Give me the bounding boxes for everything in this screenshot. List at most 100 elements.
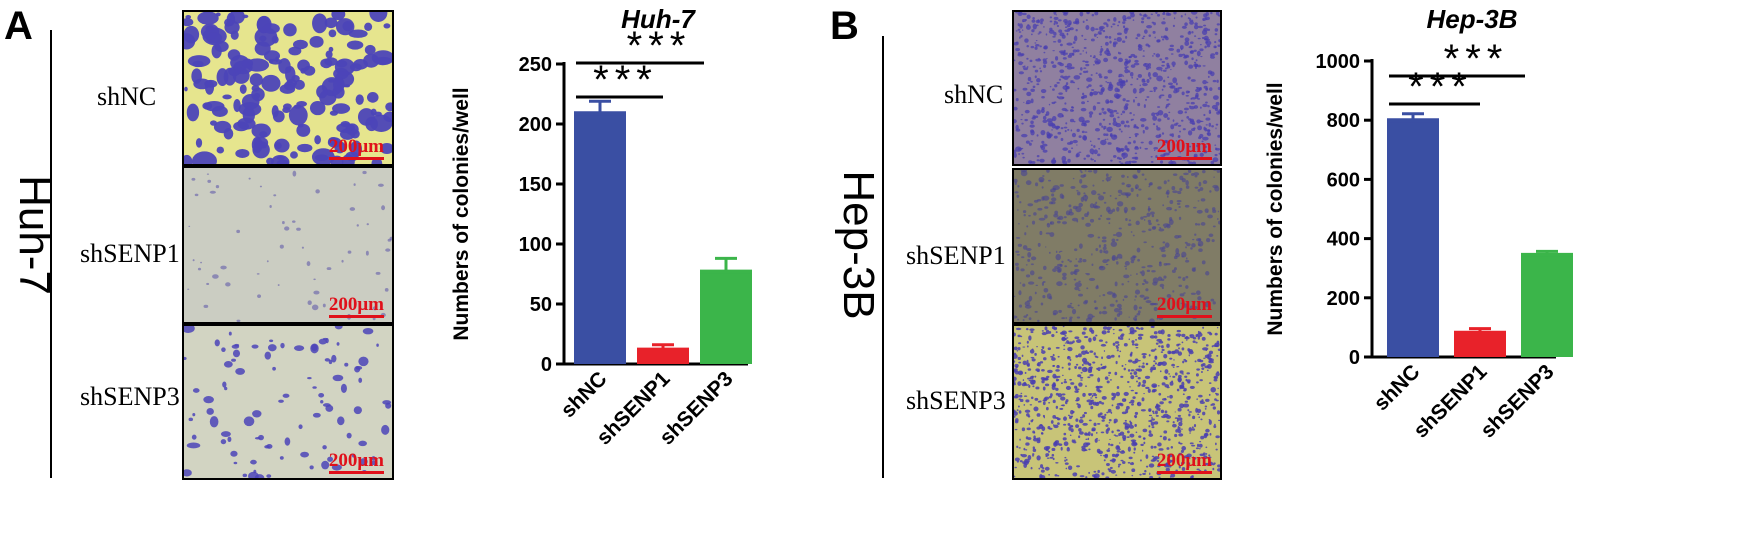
texture-speck (1036, 346, 1039, 348)
texture-speck (272, 110, 285, 123)
texture-speck (1156, 125, 1159, 128)
texture-speck (1196, 368, 1200, 371)
texture-speck (1158, 345, 1161, 348)
texture-speck (1215, 12, 1220, 16)
texture-speck (1026, 45, 1030, 48)
texture-speck (1144, 126, 1149, 130)
texture-speck (1178, 216, 1182, 221)
texture-speck (1055, 21, 1059, 25)
chart-title: Huh-7 (621, 4, 696, 34)
texture-speck (1041, 350, 1046, 354)
texture-speck (1042, 60, 1048, 65)
texture-speck (1067, 465, 1073, 471)
texture-speck (1092, 184, 1095, 187)
texture-speck (1131, 340, 1135, 344)
texture-speck (1058, 309, 1062, 313)
texture-speck (1050, 355, 1054, 358)
texture-speck (1014, 181, 1017, 186)
texture-speck (1103, 111, 1107, 115)
texture-speck (1030, 396, 1034, 400)
texture-speck (1186, 243, 1191, 247)
texture-speck (1045, 446, 1051, 450)
texture-speck (1105, 341, 1108, 344)
texture-speck (1099, 75, 1103, 79)
texture-speck (1148, 425, 1151, 428)
texture-speck (1118, 328, 1123, 332)
texture-speck (1030, 330, 1034, 334)
texture-speck (1143, 104, 1146, 108)
texture-speck (1071, 147, 1074, 150)
texture-speck (1177, 190, 1182, 195)
texture-speck (1089, 148, 1095, 154)
texture-speck (1084, 131, 1088, 133)
texture-speck (1049, 221, 1055, 225)
texture-speck (1138, 435, 1142, 438)
texture-speck (1088, 363, 1092, 367)
texture-speck (1099, 249, 1103, 254)
texture-speck (1205, 117, 1211, 121)
micrograph-b-shnc-texture (1014, 12, 1220, 164)
texture-speck (1100, 139, 1107, 146)
texture-speck (1124, 58, 1128, 61)
texture-speck (1133, 125, 1139, 129)
texture-speck (1088, 471, 1091, 475)
texture-speck (1131, 441, 1138, 447)
texture-speck (1132, 396, 1136, 399)
texture-speck (1089, 94, 1091, 96)
texture-speck (1168, 160, 1174, 164)
texture-speck (1072, 139, 1078, 144)
texture-speck (1148, 34, 1152, 37)
texture-speck (328, 359, 333, 365)
texture-speck (1203, 126, 1206, 131)
texture-speck (1033, 212, 1037, 216)
texture-speck (1044, 114, 1048, 117)
texture-speck (1039, 179, 1044, 182)
texture-speck (188, 417, 194, 422)
texture-speck (1132, 118, 1134, 121)
texture-speck (1129, 72, 1134, 77)
texture-speck (1203, 27, 1209, 32)
texture-speck (1127, 141, 1132, 145)
texture-speck (1157, 186, 1162, 190)
texture-speck (1191, 57, 1194, 61)
texture-speck (1157, 223, 1160, 226)
texture-speck (1058, 251, 1061, 253)
texture-speck (1125, 218, 1128, 221)
texture-speck (1182, 277, 1186, 281)
texture-speck (1111, 238, 1116, 243)
texture-speck (1095, 247, 1099, 252)
texture-speck (1074, 270, 1078, 276)
texture-speck (213, 120, 232, 134)
texture-speck (1126, 195, 1129, 199)
texture-speck (243, 416, 255, 427)
texture-speck (1107, 18, 1111, 22)
texture-speck (1142, 282, 1145, 286)
texture-speck (214, 41, 229, 52)
texture-speck (1139, 87, 1145, 92)
texture-speck (1062, 57, 1067, 60)
texture-speck (1069, 22, 1072, 26)
texture-speck (1101, 239, 1107, 243)
texture-speck (1015, 47, 1021, 52)
texture-speck (1115, 360, 1118, 365)
texture-speck (1163, 180, 1167, 185)
texture-speck (1014, 191, 1019, 194)
texture-speck (1086, 100, 1089, 103)
texture-speck (1214, 51, 1219, 55)
texture-speck (1027, 455, 1032, 461)
texture-speck (1180, 15, 1183, 18)
texture-speck (1126, 183, 1132, 188)
texture-speck (1155, 414, 1159, 417)
texture-speck (1158, 361, 1163, 366)
texture-speck (1080, 171, 1083, 174)
texture-speck (1176, 329, 1181, 333)
texture-speck (1174, 252, 1181, 258)
texture-speck (369, 12, 388, 22)
texture-speck (1154, 348, 1157, 351)
texture-speck (1065, 385, 1071, 391)
texture-speck (1166, 195, 1169, 198)
texture-speck (1205, 428, 1210, 433)
texture-speck (1044, 466, 1050, 471)
texture-speck (1210, 12, 1213, 15)
texture-speck (1075, 18, 1080, 24)
